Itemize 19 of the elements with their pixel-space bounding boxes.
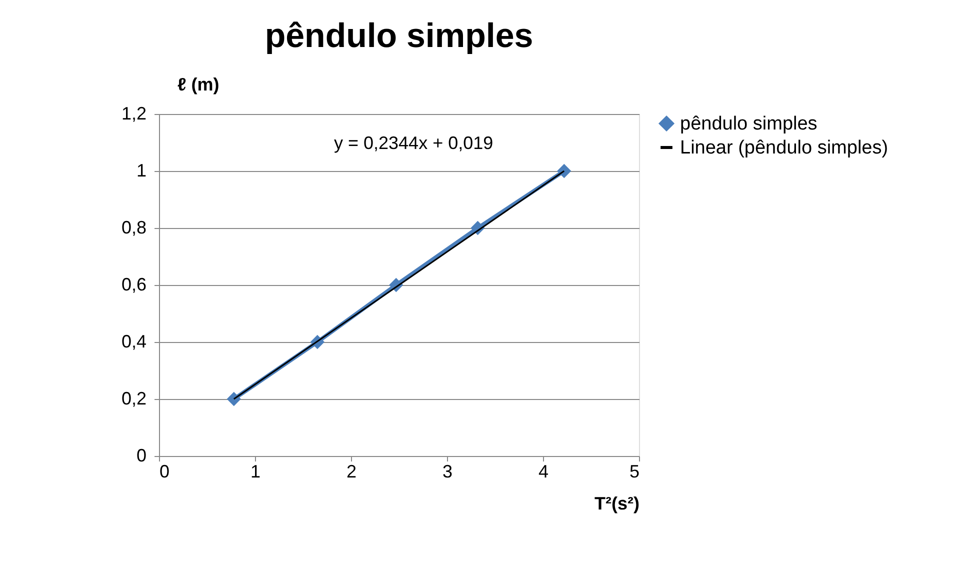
annotation: y = 0,2344x + 0,019	[334, 133, 494, 153]
x-tick-label: 3	[442, 462, 453, 482]
y-tick-label: 0,8	[121, 218, 146, 238]
x-tick-label: 2	[346, 462, 357, 482]
legend-label: pêndulo simples	[680, 114, 818, 134]
x-axis-title: T²(s²)	[594, 494, 640, 514]
y-tick-label: 1,2	[121, 104, 146, 124]
x-tick-label: 4	[538, 462, 549, 482]
chart-title: pêndulo simples	[264, 17, 534, 55]
y-tick-label: 0,4	[121, 332, 146, 352]
y-tick-label: 0	[136, 446, 146, 466]
x-tick-label: 0	[160, 462, 170, 482]
y-axis-title: ℓ (m)	[178, 74, 220, 94]
x-tick-label: 1	[250, 462, 261, 482]
y-tick-label: 0,6	[121, 274, 146, 294]
y-tick-label: 0,2	[121, 388, 146, 408]
y-tick-label: 1	[136, 160, 146, 180]
x-tick-label: 5	[629, 462, 640, 482]
legend-label: Linear (pêndulo simples)	[680, 138, 888, 158]
